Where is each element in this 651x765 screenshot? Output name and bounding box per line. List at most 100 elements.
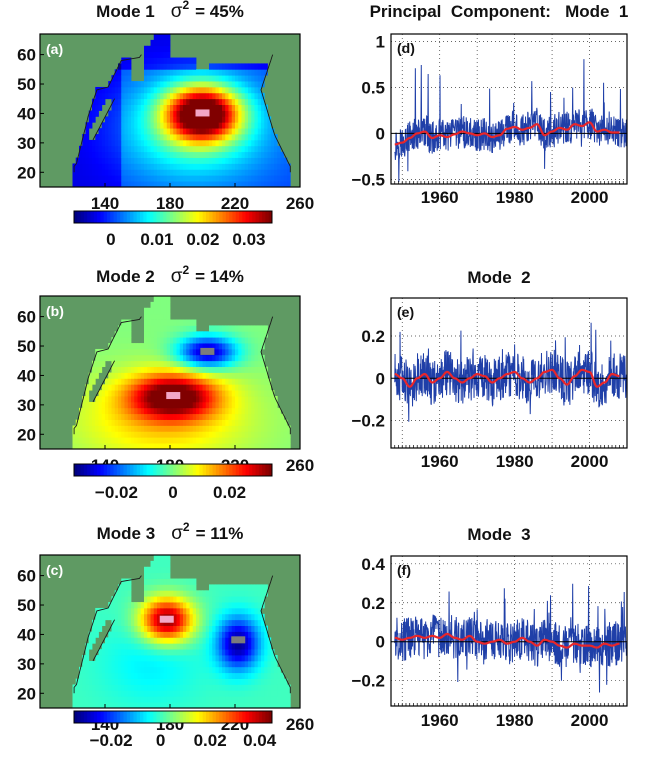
map-cell <box>105 157 109 164</box>
map-cell <box>108 139 112 147</box>
map-cell <box>179 425 184 432</box>
map-cell <box>166 69 171 76</box>
map-cell <box>225 337 229 344</box>
map-cell <box>267 431 272 438</box>
map-cell <box>140 419 145 426</box>
map-cell <box>199 596 203 603</box>
map-cell <box>222 425 226 432</box>
map-cell <box>101 443 106 450</box>
map-cell <box>82 655 86 662</box>
map-title-percent: = 11% <box>196 524 244 543</box>
map-cell <box>111 81 116 88</box>
map-cell <box>261 145 265 153</box>
map-cell <box>241 619 246 627</box>
map-cell <box>238 163 242 170</box>
map-cell <box>140 631 145 638</box>
map-cell <box>244 401 249 409</box>
map-cell <box>202 649 207 656</box>
map-cell <box>179 348 184 356</box>
map-cell <box>144 343 148 350</box>
map-cell <box>205 331 210 338</box>
map-cell <box>215 181 220 188</box>
map-cell <box>144 331 148 338</box>
map-cell <box>140 649 145 656</box>
map-cell <box>218 378 223 385</box>
map-cell <box>121 75 125 82</box>
colorbar-swatch <box>209 711 213 723</box>
map-cell <box>270 660 275 668</box>
map-cell <box>124 413 129 420</box>
map-cell <box>179 690 184 697</box>
colorbar-swatch <box>103 211 108 223</box>
map-cell <box>163 425 168 432</box>
map-cell <box>189 666 194 674</box>
map-cell <box>192 678 197 685</box>
map-cell <box>261 128 265 135</box>
map-cell <box>231 86 236 94</box>
map-cell <box>218 163 223 170</box>
map-cell <box>157 69 161 76</box>
map-cell <box>92 163 96 170</box>
map-cell <box>144 572 148 579</box>
map-cell <box>114 672 119 679</box>
map-cell <box>137 437 142 444</box>
map-cell <box>140 139 145 147</box>
map-cell <box>212 584 216 591</box>
map-cell <box>157 631 161 638</box>
map-cell <box>202 181 207 188</box>
map-cell <box>196 98 200 106</box>
map-cell <box>186 175 190 182</box>
map-cell <box>101 678 106 685</box>
map-cell <box>160 631 164 638</box>
colorbar-swatch <box>192 711 197 723</box>
map-cell <box>186 407 190 415</box>
map-cell <box>88 696 93 703</box>
map-ytick-label: 50 <box>17 75 36 94</box>
map-cell <box>192 702 197 709</box>
map-cell <box>183 678 187 685</box>
map-cell <box>235 372 239 379</box>
map-cell <box>212 419 216 426</box>
map-cell <box>92 104 96 111</box>
map-cell <box>114 443 119 450</box>
colorbar-tick-label: 0.02 <box>194 731 227 750</box>
map-cell <box>170 619 174 627</box>
map-cell <box>157 81 161 88</box>
map-cell <box>118 596 122 603</box>
colorbar-tick-label: 0 <box>156 731 165 750</box>
map-cell <box>254 134 259 141</box>
map-cell <box>127 413 132 420</box>
map-cell <box>238 660 242 668</box>
map-cell <box>131 343 135 350</box>
map-cell <box>118 337 122 344</box>
map-cell <box>218 145 223 153</box>
map-cell <box>241 625 246 632</box>
map-cell <box>140 702 145 709</box>
map-cell <box>98 666 103 674</box>
map-cell <box>147 145 151 153</box>
map-cell <box>244 425 249 432</box>
map-cell <box>183 134 187 141</box>
map-cell <box>254 92 259 100</box>
map-cell <box>134 378 138 385</box>
colorbar-swatch <box>103 711 108 723</box>
map-cell <box>209 337 213 344</box>
map-cell <box>192 69 197 76</box>
map-cell <box>111 175 116 182</box>
map-cell <box>192 419 197 426</box>
map-cell <box>147 431 151 438</box>
map-cell <box>179 666 184 674</box>
map-cell <box>166 98 171 106</box>
map-cell <box>88 672 93 679</box>
map-cell <box>218 360 223 368</box>
map-cell <box>150 98 155 106</box>
map-cell <box>124 666 129 674</box>
map-cell <box>166 643 171 650</box>
colorbar-swatch <box>156 711 161 723</box>
map-cell <box>101 613 106 621</box>
map-cell <box>163 354 168 362</box>
map-cell <box>111 372 116 379</box>
map-cell <box>82 151 86 158</box>
map-cell <box>92 678 96 685</box>
colorbar-swatch <box>245 711 250 723</box>
